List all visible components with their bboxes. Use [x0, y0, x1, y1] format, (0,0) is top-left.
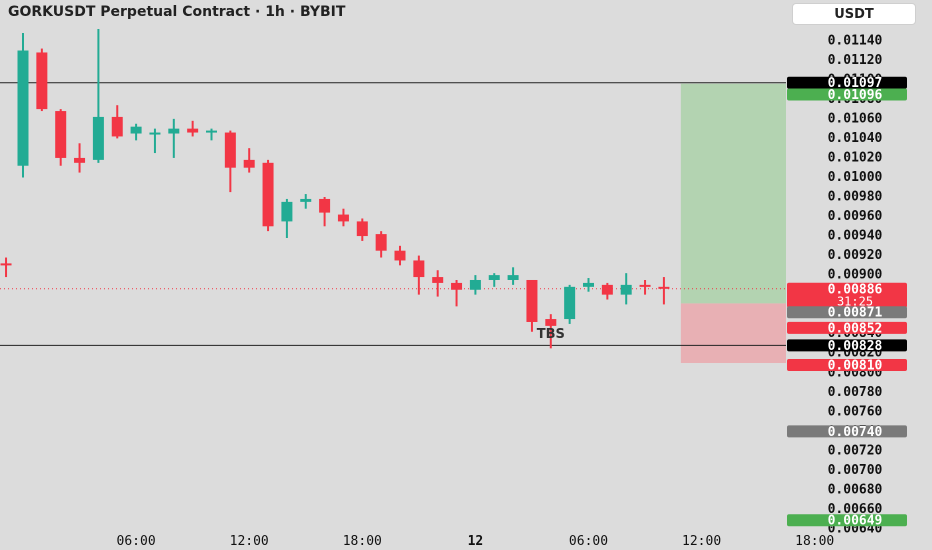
price-label-box [787, 282, 907, 308]
candle-body [168, 128, 180, 134]
candle-body [620, 284, 632, 295]
candle-body [130, 126, 142, 134]
price-label-text: 0.00886 [828, 282, 883, 297]
y-axis-tick-label: 0.00960 [828, 209, 883, 224]
y-axis-tick-label: 0.00920 [828, 248, 883, 263]
chart-title: GORKUSDT Perpetual Contract · 1h · BYBIT [8, 4, 346, 20]
price-label-box [787, 306, 907, 319]
y-axis-tick-label: 0.01120 [828, 53, 883, 68]
y-axis-tick-label: 0.00980 [828, 189, 883, 204]
candle-body [564, 286, 576, 320]
candle-body [243, 159, 255, 168]
candle-body [74, 157, 86, 163]
price-label-text: 0.00828 [828, 339, 883, 354]
candle-body [281, 201, 293, 222]
price-label-box [787, 514, 907, 527]
candle-body [451, 282, 463, 290]
y-axis-tick-label: 0.00940 [828, 229, 883, 244]
chart-annotation: TBS [537, 327, 565, 342]
y-axis-tick-label: 0.01140 [828, 33, 883, 48]
countdown-label: 31:25 [837, 294, 873, 308]
candle-body [526, 279, 538, 322]
x-axis-tick-label: 12:00 [230, 534, 269, 549]
candle-body [337, 214, 349, 222]
y-axis-tick-label: 0.01000 [828, 170, 883, 185]
price-label-text: 0.00810 [828, 358, 883, 373]
y-axis-tick-label: 0.00760 [828, 404, 883, 419]
candle-body [224, 132, 236, 168]
y-axis-tick-label: 0.00900 [828, 268, 883, 283]
price-label-box [787, 339, 907, 352]
x-axis-tick-label: 12 [468, 534, 484, 549]
profit-zone [680, 83, 786, 304]
y-axis-tick-label: 0.01040 [828, 131, 883, 146]
price-label-box [787, 358, 907, 371]
x-axis-tick-label: 18:00 [795, 534, 834, 549]
candle-body [583, 282, 594, 287]
candle-body [111, 116, 123, 137]
candle-body [319, 198, 331, 213]
y-axis-tick-label: 0.00700 [828, 463, 883, 478]
price-label-text: 0.00649 [828, 514, 883, 529]
x-axis-tick-label: 12:00 [682, 534, 721, 549]
candle-body [55, 111, 67, 158]
price-label-text: 0.00852 [828, 321, 883, 336]
y-axis-tick-label: 0.00780 [828, 385, 883, 400]
x-axis-tick-label: 06:00 [569, 534, 608, 549]
candle-body [469, 279, 481, 290]
candle-body [507, 275, 519, 280]
candle-body [639, 284, 651, 287]
candle-body [375, 234, 387, 251]
price-label-text: 0.01096 [828, 88, 883, 103]
currency-selector-button[interactable]: USDT [792, 3, 916, 25]
candle-body [658, 286, 670, 289]
candle-body [0, 263, 12, 266]
candle-body [36, 52, 48, 110]
loss-zone [680, 303, 786, 363]
candle-body [394, 250, 406, 261]
y-axis-tick-label: 0.00680 [828, 482, 883, 497]
candle-body [545, 319, 557, 326]
candle-body [601, 284, 613, 295]
price-label-text: 0.00871 [828, 306, 883, 321]
x-axis-tick-label: 06:00 [117, 534, 156, 549]
candle-body [413, 260, 425, 278]
candle-body [149, 132, 161, 135]
candle-body [356, 221, 368, 237]
y-axis-tick-label: 0.01020 [828, 150, 883, 165]
candle-body [17, 50, 29, 166]
price-label-box [787, 88, 907, 101]
candle-body [488, 275, 500, 280]
candle-body [300, 198, 312, 202]
price-label-box [787, 321, 907, 334]
price-label-box [787, 425, 907, 438]
y-axis-tick-label: 0.01060 [828, 111, 883, 126]
y-axis-tick-label: 0.00720 [828, 443, 883, 458]
candle-body [187, 128, 199, 133]
candle-body [92, 116, 104, 160]
candle-body [432, 277, 444, 283]
price-label-text: 0.00740 [828, 425, 883, 440]
x-axis-tick-label: 18:00 [343, 534, 382, 549]
candle-body [206, 130, 217, 133]
candle-body [262, 162, 274, 227]
price-label-box [787, 76, 907, 89]
price-label-text: 0.01097 [828, 76, 883, 91]
y-axis-tick-label: 0.00660 [828, 502, 883, 517]
